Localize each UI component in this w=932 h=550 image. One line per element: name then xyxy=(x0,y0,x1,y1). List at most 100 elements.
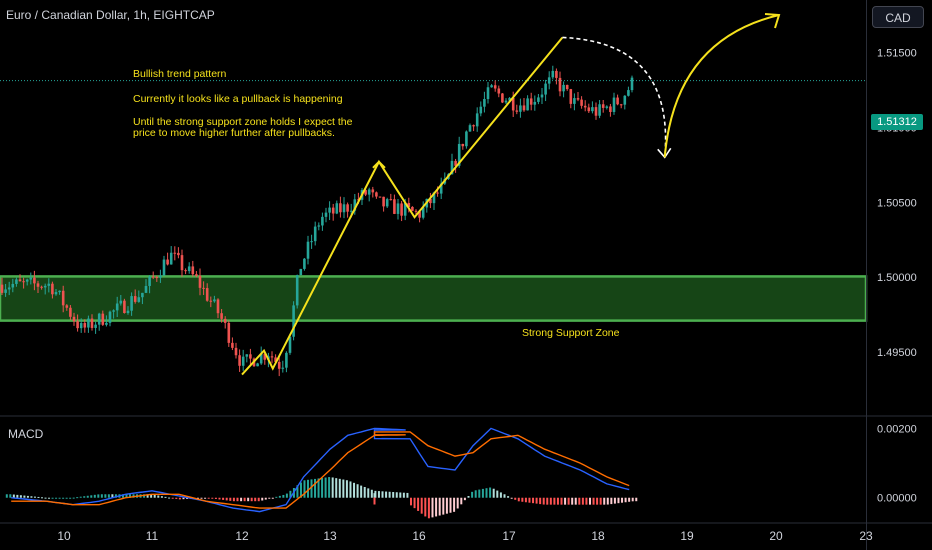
candle xyxy=(583,100,587,112)
candle xyxy=(123,298,126,314)
candle xyxy=(22,277,25,289)
macd-label: MACD xyxy=(8,427,44,441)
macd-histogram-bar xyxy=(207,497,210,499)
macd-histogram-bar xyxy=(353,482,356,498)
macd-histogram-bar xyxy=(104,494,107,498)
candle xyxy=(184,268,187,275)
macd-histogram-bar xyxy=(431,497,434,518)
macd-histogram-bar xyxy=(373,497,376,505)
candle xyxy=(616,94,619,106)
macd-histogram-bar xyxy=(445,497,448,514)
candle xyxy=(619,103,623,109)
macd-histogram-bar xyxy=(367,488,370,498)
macd-histogram-bar xyxy=(236,497,239,502)
macd-histogram-bar xyxy=(542,497,545,505)
macd-histogram-bar xyxy=(33,496,36,498)
candle xyxy=(130,292,133,316)
macd-histogram-bar xyxy=(560,497,563,505)
candle xyxy=(429,192,432,209)
candle xyxy=(382,196,385,212)
time-axis-label: 16 xyxy=(412,529,426,543)
candle xyxy=(623,95,627,110)
macd-histogram-bar xyxy=(624,497,627,503)
macd-histogram-bar xyxy=(599,497,602,505)
macd-histogram-bar xyxy=(247,497,250,502)
macd-histogram-bar xyxy=(342,479,345,498)
candle xyxy=(285,351,288,373)
macd-histogram-bar xyxy=(250,497,253,502)
macd-histogram-bar xyxy=(261,497,264,501)
candle xyxy=(537,93,540,105)
macd-histogram-bar xyxy=(413,497,416,509)
candle xyxy=(371,186,375,198)
macd-histogram-bar xyxy=(496,490,499,498)
macd-histogram-bar xyxy=(567,497,570,505)
candle xyxy=(220,308,223,323)
candle xyxy=(439,177,443,200)
candle xyxy=(421,201,425,220)
currency-button[interactable]: CAD xyxy=(872,6,924,28)
macd-histogram-bar xyxy=(345,480,348,498)
candle xyxy=(303,258,306,271)
macd-histogram-bar xyxy=(631,497,634,502)
candle xyxy=(0,277,4,296)
macd-axis-label: 0.00000 xyxy=(877,493,917,505)
macd-histogram-bar xyxy=(360,485,363,498)
macd-histogram-bar xyxy=(356,484,359,498)
candle xyxy=(25,278,29,286)
last-price-badge: 1.51312 xyxy=(871,114,923,130)
macd-histogram-bar xyxy=(617,497,620,504)
macd-line xyxy=(11,427,630,513)
candle xyxy=(259,346,263,365)
candle xyxy=(555,68,558,85)
candle xyxy=(87,315,90,333)
candle xyxy=(51,281,54,299)
macd-histogram-bar xyxy=(535,497,538,504)
macd-histogram-bar xyxy=(489,487,492,498)
macd-histogram-bar xyxy=(503,494,506,498)
candle xyxy=(346,202,349,218)
candle xyxy=(331,203,335,221)
macd-histogram-bar xyxy=(160,496,163,498)
macd-histogram-bar xyxy=(621,497,624,503)
candle xyxy=(313,221,317,246)
macd-histogram-bar xyxy=(427,497,430,519)
candle xyxy=(605,105,609,110)
candle xyxy=(565,84,569,91)
macd-histogram-bar xyxy=(564,497,567,505)
macd-histogram-bar xyxy=(435,497,438,517)
candle xyxy=(483,91,486,113)
macd-histogram-bar xyxy=(321,477,324,498)
candle xyxy=(72,312,76,326)
candle xyxy=(544,79,547,102)
macd-histogram-bar xyxy=(51,497,54,499)
macd-histogram-bar xyxy=(19,495,22,498)
candle xyxy=(562,81,565,98)
trend-drawings xyxy=(241,12,781,376)
candle xyxy=(461,143,465,150)
macd-histogram-bar xyxy=(299,482,302,498)
candle xyxy=(90,314,94,331)
candle xyxy=(486,81,490,104)
time-axis-label: 19 xyxy=(680,529,694,543)
price-axis-label: 1.51500 xyxy=(877,47,917,59)
macd-histogram-bar xyxy=(214,497,217,500)
macd-histogram-bar xyxy=(603,497,606,505)
candle xyxy=(202,281,205,295)
macd-histogram-bar xyxy=(539,497,542,505)
candle xyxy=(295,274,299,309)
macd-histogram-bar xyxy=(200,497,203,499)
macd-histogram-bar xyxy=(164,496,167,498)
time-axis-label: 13 xyxy=(323,529,337,543)
macd-histogram-bar xyxy=(229,497,232,501)
candle xyxy=(144,279,148,294)
candle xyxy=(317,222,321,231)
candle xyxy=(393,194,396,215)
macd-histogram-bar xyxy=(153,494,156,498)
macd-histogram-bar xyxy=(524,497,527,503)
candle xyxy=(569,88,573,109)
macd-histogram-bar xyxy=(363,486,366,498)
candle xyxy=(522,97,526,112)
macd-histogram-bar xyxy=(406,492,409,498)
